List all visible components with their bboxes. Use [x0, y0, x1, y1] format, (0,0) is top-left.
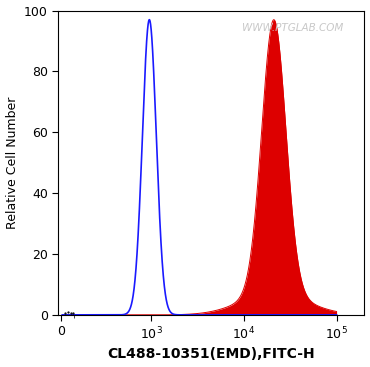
X-axis label: CL488-10351(EMD),FITC-H: CL488-10351(EMD),FITC-H: [108, 348, 315, 361]
Text: WWW.PTGLAB.COM: WWW.PTGLAB.COM: [242, 23, 343, 33]
Y-axis label: Relative Cell Number: Relative Cell Number: [6, 97, 18, 229]
